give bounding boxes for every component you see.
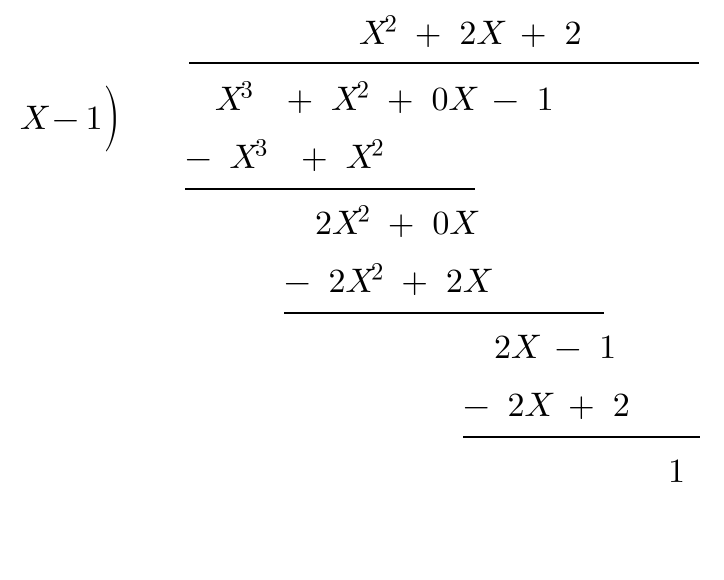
- step2-neg: −: [284, 262, 310, 303]
- quotient-2x-coef: 2: [459, 17, 476, 51]
- step2-2x-coef: 2: [446, 265, 463, 299]
- step3-2x-var: X: [525, 389, 551, 423]
- step1-subtrahend: − X3 + X2: [185, 138, 383, 179]
- step1-x2-exp: 2: [371, 136, 383, 161]
- step2-2x2-exp: 2: [371, 260, 383, 285]
- step2-result: 2X − 1: [494, 328, 616, 369]
- step2-2x-var: X: [463, 265, 489, 299]
- step3-subtrahend: − 2X + 2: [463, 386, 630, 427]
- quotient-x2-exp: 2: [385, 12, 397, 37]
- dividend: X3 + X2 + 0X − 1: [215, 80, 554, 121]
- remainder: 1: [668, 452, 685, 493]
- division-paren-icon: ): [103, 76, 120, 155]
- long-division-figure: X2 + 2X + 2 X − 1 ) X3 + X2 + 0X − 1 − X…: [0, 0, 724, 580]
- step2res-2x-coef: 2: [494, 331, 511, 365]
- step3-plus: +: [568, 389, 594, 423]
- dividend-x3-exp: 3: [241, 78, 253, 103]
- divisor-minus: −: [52, 99, 78, 140]
- quotient-plus1: +: [415, 17, 441, 51]
- step1res-2x2-exp: 2: [358, 202, 370, 227]
- step2-2x2-var: X: [346, 265, 372, 299]
- step1-result: 2X2 + 0X: [315, 204, 475, 245]
- step1res-0x-coef: 0: [432, 207, 449, 241]
- divisor: X − 1 ): [20, 80, 124, 159]
- step1res-2x2-var: X: [332, 207, 358, 241]
- quotient: X2 + 2X + 2: [359, 14, 582, 55]
- step1res-2x2-coef: 2: [315, 207, 332, 241]
- step1-neg: −: [185, 138, 211, 179]
- dividend-plus2: +: [387, 83, 413, 117]
- dividend-const: 1: [537, 83, 554, 117]
- quotient-rule: [189, 62, 699, 64]
- dividend-x3-var: X: [215, 83, 241, 117]
- step1-rule: [185, 188, 475, 190]
- step3-neg: −: [463, 386, 489, 427]
- quotient-const: 2: [565, 17, 582, 51]
- step2-subtrahend: − 2X2 + 2X: [284, 262, 488, 303]
- dividend-x2-var: X: [331, 83, 357, 117]
- remainder-value: 1: [668, 455, 685, 489]
- step1-x3-var: X: [230, 141, 256, 175]
- quotient-2x-var: X: [476, 17, 502, 51]
- dividend-0x-coef: 0: [432, 83, 449, 117]
- quotient-x2-var: X: [359, 17, 385, 51]
- divisor-var: X: [20, 99, 46, 140]
- dividend-minus: −: [492, 83, 518, 117]
- step1-x3-exp: 3: [255, 136, 267, 161]
- step2-rule: [284, 312, 604, 314]
- step1-plus: +: [301, 141, 327, 175]
- dividend-x2-exp: 2: [357, 78, 369, 103]
- step2res-2x-var: X: [511, 331, 537, 365]
- step2res-const: 1: [599, 331, 616, 365]
- step2res-minus: −: [555, 331, 581, 365]
- divisor-const: 1: [86, 99, 103, 140]
- step2-2x2-coef: 2: [329, 265, 346, 299]
- step1res-0x-var: X: [449, 207, 475, 241]
- step1res-plus: +: [388, 207, 414, 241]
- step1-x2-var: X: [346, 141, 372, 175]
- step3-const: 2: [613, 389, 630, 423]
- dividend-0x-var: X: [449, 83, 475, 117]
- quotient-plus2: +: [520, 17, 546, 51]
- step3-rule: [463, 436, 700, 438]
- dividend-plus1: +: [287, 83, 313, 117]
- step3-2x-coef: 2: [508, 389, 525, 423]
- step2-plus: +: [401, 265, 427, 299]
